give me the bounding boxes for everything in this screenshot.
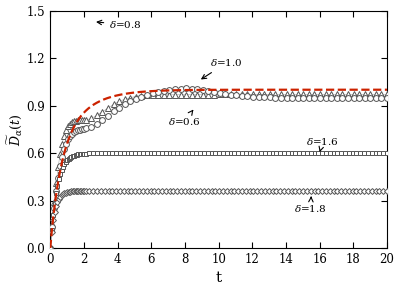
X-axis label: t: t — [216, 272, 222, 285]
Text: $\delta$=1.8: $\delta$=1.8 — [294, 197, 327, 214]
Text: $\delta$=1.0: $\delta$=1.0 — [202, 57, 243, 79]
Text: $\delta$=0.8: $\delta$=0.8 — [97, 19, 142, 30]
Text: $\delta$=1.6: $\delta$=1.6 — [306, 136, 339, 151]
Y-axis label: $\widetilde{D}_{\alpha}(t)$: $\widetilde{D}_{\alpha}(t)$ — [6, 113, 24, 146]
Text: $\delta$=0.6: $\delta$=0.6 — [168, 110, 201, 127]
